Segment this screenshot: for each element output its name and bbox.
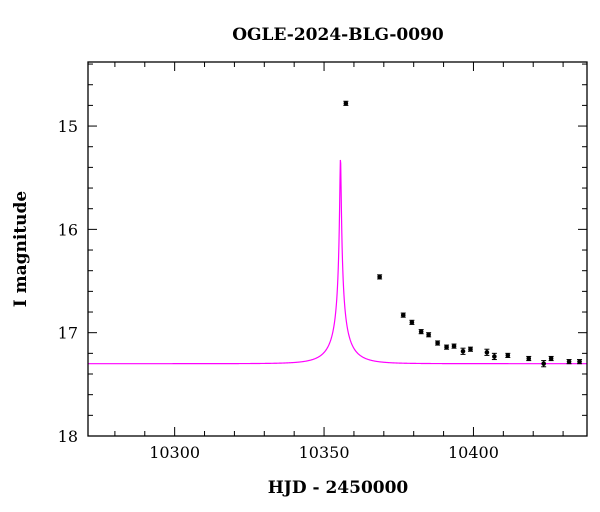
data-point — [526, 355, 532, 362]
data-point — [467, 346, 473, 352]
data-point — [505, 352, 511, 358]
data-marker — [451, 343, 457, 349]
y-axis-label: I magnitude — [11, 191, 31, 308]
y-tick-label: 15 — [58, 117, 78, 136]
data-point — [426, 332, 432, 338]
axis-ticks: 10300 10350 10400 15 16 17 18 — [58, 62, 587, 462]
data-marker — [548, 356, 554, 361]
data-marker — [435, 340, 440, 346]
data-marker — [541, 361, 546, 366]
x-tick-label: 10300 — [149, 443, 200, 462]
y-tick-label: 17 — [58, 324, 78, 343]
data-marker — [400, 312, 406, 318]
data-point — [548, 355, 554, 362]
data-point — [343, 100, 349, 106]
data-point — [400, 312, 406, 318]
data-point — [409, 319, 415, 325]
data-marker — [444, 344, 449, 350]
data-marker — [566, 359, 572, 364]
data-point — [444, 344, 450, 350]
data-point — [541, 360, 547, 368]
data-marker — [577, 359, 582, 364]
data-point — [577, 359, 583, 365]
data-marker — [492, 354, 497, 359]
data-marker — [343, 101, 349, 106]
data-marker — [484, 350, 490, 355]
data-marker — [505, 353, 511, 358]
data-marker — [418, 329, 424, 334]
data-marker — [426, 332, 431, 338]
x-axis-label: HJD - 2450000 — [268, 478, 409, 498]
data-points-layer — [343, 100, 583, 368]
chart-title: OGLE-2024-BLG-0090 — [232, 25, 444, 45]
data-marker — [468, 346, 473, 352]
data-point — [418, 329, 424, 335]
model-curve — [88, 159, 587, 365]
data-marker — [409, 320, 415, 325]
data-marker — [526, 356, 532, 361]
data-marker — [377, 274, 382, 280]
data-point — [491, 352, 497, 361]
plot-frame — [87, 61, 588, 437]
data-point — [566, 359, 572, 365]
x-tick-label: 10400 — [448, 443, 499, 462]
data-point — [451, 343, 457, 349]
data-point — [377, 274, 383, 280]
data-marker — [460, 348, 466, 354]
data-point — [460, 347, 466, 355]
y-tick-label: 18 — [58, 427, 78, 446]
y-tick-label: 16 — [58, 220, 78, 239]
data-point — [435, 340, 441, 346]
model-curve-layer — [88, 159, 587, 365]
x-tick-label: 10350 — [299, 443, 350, 462]
data-point — [484, 348, 490, 356]
